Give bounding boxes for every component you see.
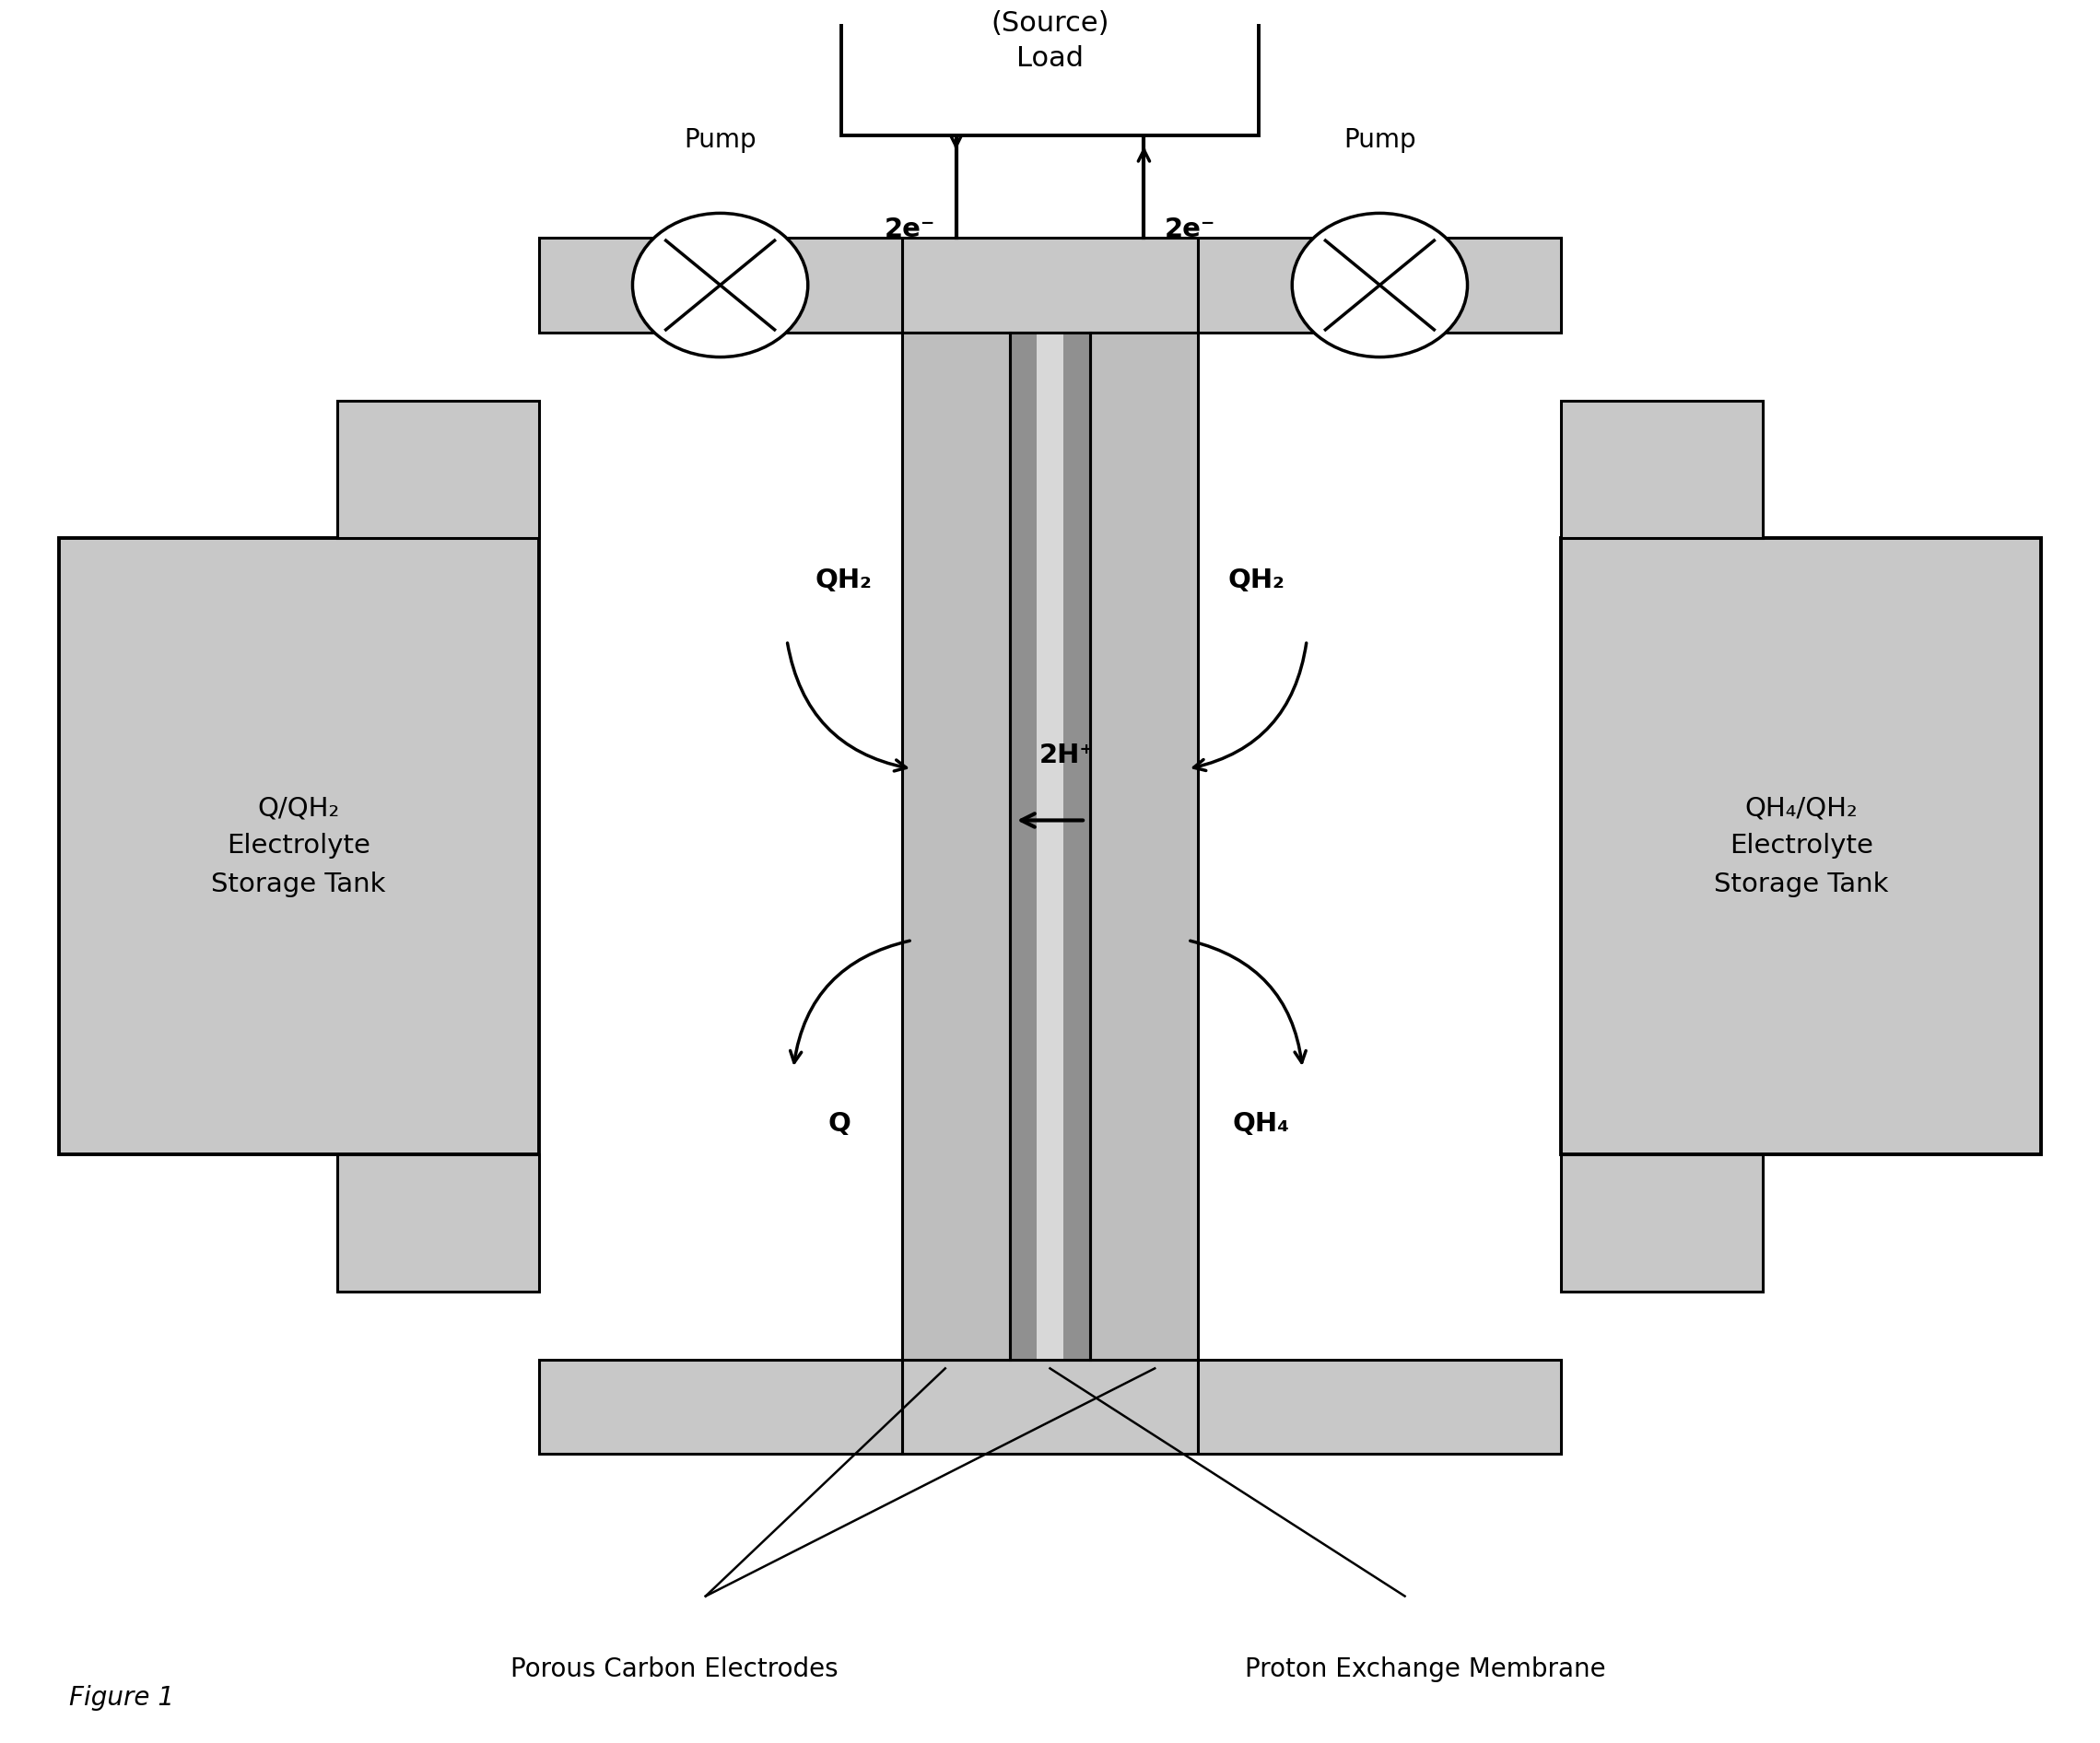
Bar (336, 401, 538, 539)
FancyArrowPatch shape (1191, 941, 1306, 1063)
Text: Pump: Pump (685, 127, 756, 153)
Bar (1010, 333, 1090, 1360)
Bar (1010, 333, 1037, 1360)
Text: QH₂: QH₂ (815, 568, 872, 593)
Bar (842, 0, 1258, 136)
Text: Porous Carbon Electrodes: Porous Carbon Electrodes (510, 1656, 838, 1682)
Text: Proton Exchange Membrane: Proton Exchange Membrane (1245, 1656, 1606, 1682)
Bar (1562, 1154, 1764, 1292)
Bar (1562, 401, 1764, 539)
Text: 2H⁺: 2H⁺ (1040, 743, 1094, 769)
Bar (1090, 333, 1199, 1360)
Bar (1199, 239, 1562, 333)
Bar (59, 539, 538, 1154)
Bar (1037, 333, 1063, 1360)
Text: QH₄/QH₂
Electrolyte
Storage Tank: QH₄/QH₂ Electrolyte Storage Tank (1714, 795, 1888, 898)
Bar (901, 239, 1199, 333)
FancyArrowPatch shape (1193, 643, 1306, 770)
Text: QH₄: QH₄ (1233, 1110, 1289, 1136)
Bar (538, 239, 901, 333)
Text: Q: Q (827, 1110, 851, 1136)
Bar (901, 1360, 1199, 1454)
FancyArrowPatch shape (788, 643, 907, 770)
Bar (1063, 333, 1090, 1360)
Circle shape (632, 213, 808, 357)
Bar (336, 1154, 538, 1292)
Bar (1562, 539, 2041, 1154)
Bar (538, 1360, 901, 1454)
Text: QH₂: QH₂ (1228, 568, 1285, 593)
Text: Pump: Pump (1344, 127, 1415, 153)
Text: (Source)
Load: (Source) Load (991, 10, 1109, 71)
Text: Figure 1: Figure 1 (69, 1685, 174, 1712)
Text: Q/QH₂
Electrolyte
Storage Tank: Q/QH₂ Electrolyte Storage Tank (212, 795, 386, 898)
Bar (901, 333, 1010, 1360)
Text: 2e⁻: 2e⁻ (884, 216, 937, 242)
FancyArrowPatch shape (790, 941, 909, 1063)
Bar (1199, 1360, 1562, 1454)
Text: 2e⁻: 2e⁻ (1163, 216, 1216, 242)
Circle shape (1292, 213, 1468, 357)
